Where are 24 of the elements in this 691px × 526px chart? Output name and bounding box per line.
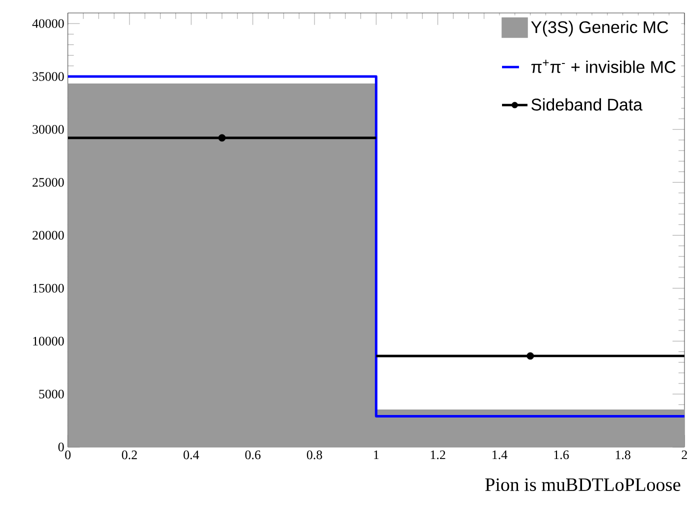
x-tick-label: 0.8 [306,450,322,460]
x-tick-label: 0 [65,450,71,460]
legend-label: Y(3S) Generic MC [531,20,668,37]
y-tick-label: 25000 [32,178,64,187]
x-tick-label: 1.6 [554,450,569,460]
x-tick-label: 1.2 [430,450,446,460]
y-tick-label: 0 [58,442,64,452]
y-tick-label: 35000 [32,72,64,81]
x-tick-label: 0.6 [245,450,261,460]
x-tick-label: 0.4 [184,450,200,460]
x-tick-label: 1.8 [616,450,630,460]
y-tick-label: 10000 [33,336,64,346]
y-tick-label: 30000 [32,125,64,134]
x-tick-label: 1 [374,450,379,460]
x-axis-title: Pion is muBDTLoPLoose [485,478,680,492]
legend-label: Sideband Data [531,98,642,111]
x-tick-label: 2 [682,450,687,460]
legend-label: π$^{+}$π$^{-}$ + invisible MC [531,60,676,74]
y-tick-label: 20000 [32,231,64,240]
x-tick-label: 1.4 [492,450,508,460]
y-tick-label: 15000 [33,284,64,293]
y-tick-label: 5000 [39,390,64,399]
y-tick-label: 40000 [32,19,64,28]
x-tick-label: 0.2 [122,450,137,460]
